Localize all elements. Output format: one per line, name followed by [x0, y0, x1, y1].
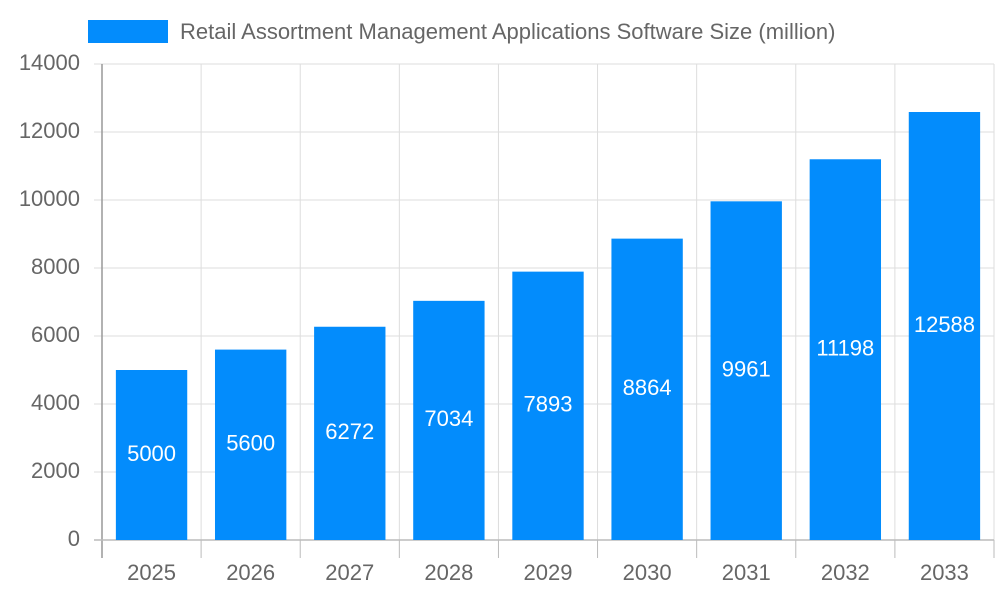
bar [809, 159, 882, 540]
value-label: 9961 [722, 356, 771, 381]
bar [710, 201, 782, 541]
y-tick-label: 6000 [31, 322, 80, 347]
legend-label: Retail Assortment Management Application… [180, 19, 835, 44]
value-label: 5000 [127, 441, 176, 466]
x-tick-label: 2027 [325, 560, 374, 585]
x-tick-label: 2030 [623, 560, 672, 585]
bar [413, 300, 485, 540]
bar [314, 326, 386, 540]
value-label: 11198 [816, 335, 874, 360]
y-tick-label: 2000 [31, 458, 80, 483]
bar [611, 238, 683, 540]
x-tick-label: 2026 [226, 560, 275, 585]
bar [908, 112, 981, 541]
bar [214, 349, 287, 540]
value-label: 6272 [325, 419, 374, 444]
legend-swatch [88, 20, 168, 43]
bar [512, 271, 584, 540]
value-label: 7893 [524, 392, 573, 417]
y-tick-label: 10000 [19, 186, 80, 211]
y-tick-label: 8000 [31, 254, 80, 279]
y-tick-label: 0 [68, 526, 80, 551]
x-tick-label: 2031 [722, 560, 771, 585]
x-tick-label: 2028 [424, 560, 473, 585]
value-label: 12588 [914, 312, 975, 337]
value-label: 7034 [424, 406, 473, 431]
y-tick-label: 14000 [19, 50, 80, 75]
bar [115, 370, 188, 540]
y-tick-label: 12000 [19, 118, 80, 143]
x-tick-label: 2033 [920, 560, 969, 585]
x-tick-label: 2025 [127, 560, 176, 585]
y-tick-label: 4000 [31, 390, 80, 415]
x-tick-label: 2032 [821, 560, 870, 585]
value-label: 5600 [226, 431, 275, 456]
x-tick-label: 2029 [524, 560, 573, 585]
value-label: 8864 [623, 375, 672, 400]
